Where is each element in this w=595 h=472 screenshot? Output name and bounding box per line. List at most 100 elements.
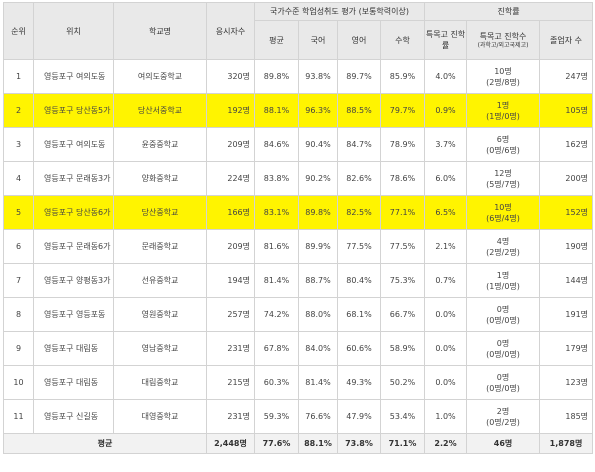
korean-cell: 90.4%: [298, 127, 338, 162]
header-avg: 평균: [254, 20, 299, 60]
special-count-value: 1명: [496, 270, 510, 280]
special-count-value: 10명: [494, 66, 512, 76]
graduates-cell: 123명: [538, 365, 594, 400]
math-cell: 75.3%: [380, 263, 425, 298]
table-row: 2 영등포구 당산동5가 당산서중학교 192명 88.1% 96.3% 88.5% 79.7…: [3, 93, 594, 128]
english-cell: 82.5%: [337, 195, 381, 230]
rank-cell: 3: [3, 127, 34, 162]
special-count-cell: 10명 (6명/4명): [466, 195, 540, 230]
rank-cell: 2: [3, 93, 34, 128]
special-rate-cell: 0.7%: [424, 263, 467, 298]
english-cell: 84.7%: [337, 127, 381, 162]
math-cell: 77.5%: [380, 229, 425, 264]
average-row: 평균 2,448명 77.6% 88.1% 73.8% 71.1% 2.2% 4…: [3, 433, 594, 454]
rank-cell: 9: [3, 331, 34, 366]
english-cell: 47.9%: [337, 399, 381, 434]
avg-cell: 84.6%: [254, 127, 299, 162]
school-cell: 윤중중학교: [113, 127, 207, 162]
applicants-cell: 224명: [206, 161, 255, 196]
korean-cell: 88.7%: [298, 263, 338, 298]
school-cell: 양화중학교: [113, 161, 207, 196]
school-cell: 대영중학교: [113, 399, 207, 434]
special-count-value: 6명: [496, 134, 510, 144]
korean-cell: 93.8%: [298, 59, 338, 94]
header-special-count: 특목고 진학수 (과학고/외고국제고): [466, 20, 540, 60]
location-cell: 영등포구 여의도동: [33, 127, 114, 162]
korean-cell: 89.8%: [298, 195, 338, 230]
applicants-cell: 320명: [206, 59, 255, 94]
special-count-value: 0명: [496, 372, 510, 382]
korean-cell: 89.9%: [298, 229, 338, 264]
special-count-detail: (0명/0명): [486, 315, 520, 325]
special-count-detail: (6명/4명): [486, 213, 520, 223]
graduates-cell: 191명: [538, 297, 594, 332]
special-count-detail: (5명/7명): [486, 179, 520, 189]
table-row: 7 영등포구 양평동3가 선유중학교 194명 81.4% 88.7% 80.4% 75.3%…: [3, 263, 594, 298]
special-count-detail: (2명/2명): [486, 247, 520, 257]
table-row: 11 영등포구 신길동 대영중학교 231명 59.3% 76.6% 47.9% 53.4% 1…: [3, 399, 594, 434]
english-cell: 49.3%: [337, 365, 381, 400]
english-cell: 89.7%: [337, 59, 381, 94]
rank-cell: 7: [3, 263, 34, 298]
korean-cell: 84.0%: [298, 331, 338, 366]
average-label: 평균: [3, 433, 207, 454]
table-row: 4 영등포구 문래동3가 양화중학교 224명 83.8% 90.2% 82.6% 78.6%…: [3, 161, 594, 196]
location-cell: 영등포구 문래동3가: [33, 161, 114, 196]
average-graduates: 1,878명: [538, 433, 594, 454]
avg-cell: 67.8%: [254, 331, 299, 366]
average-special-rate: 2.2%: [424, 433, 467, 454]
special-rate-cell: 6.0%: [424, 161, 467, 196]
header-korean: 국어: [298, 20, 338, 60]
english-cell: 68.1%: [337, 297, 381, 332]
special-count-cell: 12명 (5명/7명): [466, 161, 540, 196]
special-count-detail: (0명/6명): [486, 145, 520, 155]
avg-cell: 59.3%: [254, 399, 299, 434]
header-school: 학교명: [113, 2, 207, 60]
table-body: 1 영등포구 여의도동 여의도중학교 320명 89.8% 93.8% 89.7% 85.9%…: [3, 59, 594, 434]
special-rate-cell: 6.5%: [424, 195, 467, 230]
special-count-cell: 1명 (1명/0명): [466, 93, 540, 128]
special-count-detail: (0명/2명): [486, 417, 520, 427]
english-cell: 77.5%: [337, 229, 381, 264]
avg-cell: 81.4%: [254, 263, 299, 298]
graduates-cell: 190명: [538, 229, 594, 264]
special-count-cell: 2명 (0명/2명): [466, 399, 540, 434]
korean-cell: 88.0%: [298, 297, 338, 332]
school-cell: 문래중학교: [113, 229, 207, 264]
school-cell: 영원중학교: [113, 297, 207, 332]
special-count-detail: (0명/0명): [486, 383, 520, 393]
special-rate-cell: 1.0%: [424, 399, 467, 434]
graduates-cell: 179명: [538, 331, 594, 366]
rank-cell: 8: [3, 297, 34, 332]
special-rate-cell: 4.0%: [424, 59, 467, 94]
header-special-rate: 특목고 진학률: [424, 20, 467, 60]
school-cell: 당산중학교: [113, 195, 207, 230]
average-avg: 77.6%: [254, 433, 299, 454]
applicants-cell: 231명: [206, 331, 255, 366]
applicants-cell: 192명: [206, 93, 255, 128]
special-rate-cell: 0.0%: [424, 297, 467, 332]
special-count-detail: (1명/0명): [486, 281, 520, 291]
special-count-cell: 0명 (0명/0명): [466, 365, 540, 400]
korean-cell: 96.3%: [298, 93, 338, 128]
special-count-cell: 10명 (2명/8명): [466, 59, 540, 94]
header-special-count-note: (과학고/외고국제고): [477, 41, 529, 49]
location-cell: 영등포구 문래동6가: [33, 229, 114, 264]
school-cell: 당산서중학교: [113, 93, 207, 128]
location-cell: 영등포구 당산동6가: [33, 195, 114, 230]
header-english: 영어: [337, 20, 381, 60]
english-cell: 82.6%: [337, 161, 381, 196]
header-applicants: 응시자수: [206, 2, 255, 60]
table-row: 3 영등포구 여의도동 윤중중학교 209명 84.6% 90.4% 84.7% 78.9% 3…: [3, 127, 594, 162]
special-count-value: 12명: [494, 168, 512, 178]
table-row: 8 영등포구 영등포동 영원중학교 257명 74.2% 88.0% 68.1% 66.7% 0…: [3, 297, 594, 332]
special-count-cell: 0명 (0명/0명): [466, 297, 540, 332]
special-count-detail: (2명/8명): [486, 77, 520, 87]
korean-cell: 76.6%: [298, 399, 338, 434]
special-count-cell: 6명 (0명/6명): [466, 127, 540, 162]
school-cell: 대림중학교: [113, 365, 207, 400]
header-location: 위치: [33, 2, 114, 60]
applicants-cell: 231명: [206, 399, 255, 434]
math-cell: 50.2%: [380, 365, 425, 400]
